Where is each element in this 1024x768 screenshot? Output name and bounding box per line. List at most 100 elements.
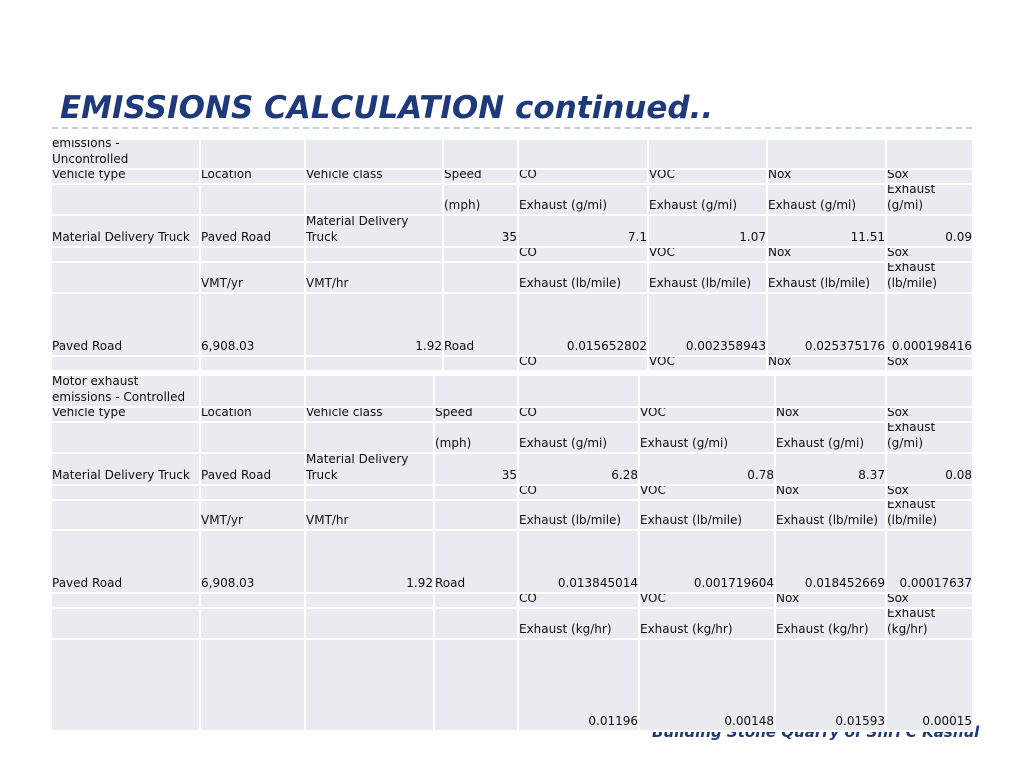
table-cell: Exhaust (kg/hr) <box>776 609 887 640</box>
table-cell: 0.000198416 <box>887 294 974 357</box>
table-cell: VOC <box>649 248 768 263</box>
table-cell: 1.07 <box>649 216 768 248</box>
cell-text: 0.01196 <box>588 714 638 728</box>
cell-text: VOC <box>649 357 675 368</box>
cell-text: Nox <box>768 248 792 259</box>
table-cell: 6,908.03 <box>201 294 306 357</box>
table-cell: Road <box>435 531 519 594</box>
cell-text: Nox <box>768 357 792 368</box>
cell-text: CO <box>519 170 537 181</box>
table-cell: Exhaust (g/mi) <box>887 423 974 454</box>
table-cell: VOC <box>649 170 768 185</box>
table-cell: 7.1 <box>519 216 649 248</box>
table-cell: (mph) <box>435 423 519 454</box>
cell-text: Sox <box>887 170 909 181</box>
table-cell: 1.92 <box>306 531 435 594</box>
table-cell: 0.00015 <box>887 640 974 732</box>
cell-text: 0.015652802 <box>566 339 647 353</box>
table-cell: Nox <box>776 594 887 609</box>
table-cell <box>201 486 306 501</box>
cell-text: 0.09 <box>945 230 972 244</box>
cell-text: 7.1 <box>627 230 647 244</box>
table-cell: 8.37 <box>776 454 887 486</box>
cell-text: Exhaust (g/mi) <box>519 198 608 212</box>
cell-text: Exhaust (kg/hr) <box>519 622 612 636</box>
cell-text: Vehicle type <box>52 170 126 181</box>
table-cell: VMT/hr <box>306 501 435 531</box>
table-cell <box>435 501 519 531</box>
cell-text: 0.001719604 <box>693 576 774 590</box>
cell-text: Location <box>201 408 252 419</box>
table-cell: 0.00017637 <box>887 531 974 594</box>
table-cell <box>519 376 640 408</box>
table-cell: CO <box>519 408 640 423</box>
cell-text: Exhaust (g/mi) <box>649 198 738 212</box>
cell-text: Paved Road <box>201 468 272 482</box>
cell-text: Vehicle class <box>306 170 383 181</box>
cell-text: 0.025375176 <box>804 339 885 353</box>
table-cell: Material Delivery Truck <box>306 216 444 248</box>
cell-text: Exhaust (g/mi) <box>776 436 865 450</box>
table-cell: 0.09 <box>887 216 974 248</box>
table-cell: Sox <box>887 594 974 609</box>
cell-text: VOC <box>640 594 666 605</box>
table-cell: (mph) <box>444 185 519 216</box>
table-cell: VOC <box>640 408 776 423</box>
table-cell: Nox <box>768 170 887 185</box>
table-cell: Exhaust (lb/mile) <box>640 501 776 531</box>
table-cell <box>201 594 306 609</box>
table-cell: CO <box>519 486 640 501</box>
table-cell: Sox <box>887 486 974 501</box>
table-cell: 35 <box>444 216 519 248</box>
table-cell <box>887 140 974 170</box>
table-cell: Exhaust (lb/mile) <box>768 263 887 294</box>
table-cell <box>201 185 306 216</box>
table-cell: Exhaust (kg/hr) <box>640 609 776 640</box>
cell-text: Nox <box>776 486 800 497</box>
table-cell <box>52 248 201 263</box>
cell-text: CO <box>519 357 537 368</box>
table-cell: 0.01593 <box>776 640 887 732</box>
table-cell: Speed <box>435 408 519 423</box>
cell-text: Material Delivery Truck <box>52 230 190 244</box>
table-cell: Location <box>201 408 306 423</box>
cell-text: (mph) <box>444 198 481 212</box>
cell-text: Sox <box>887 486 909 497</box>
table-cell: Exhaust (lb/mile) <box>519 263 649 294</box>
table-cell: CO <box>519 248 649 263</box>
table-cell: Exhaust (g/mi) <box>887 185 974 216</box>
cell-text: Motor exhaust emissions - Uncontrolled <box>52 140 129 166</box>
table-cell <box>649 140 768 170</box>
table-cell <box>444 357 519 372</box>
cell-text: Exhaust (lb/mile) <box>768 276 871 290</box>
table-cell <box>52 263 201 294</box>
table-cell: 6.28 <box>519 454 640 486</box>
cell-text: Paved Road <box>52 339 123 353</box>
table-cell <box>52 640 201 732</box>
table-cell: Vehicle class <box>306 170 444 185</box>
table-cell: VMT/yr <box>201 501 306 531</box>
cell-text: VMT/hr <box>306 276 349 290</box>
table-cell: 11.51 <box>768 216 887 248</box>
table-cell <box>444 248 519 263</box>
cell-text: VOC <box>649 170 675 181</box>
cell-text: CO <box>519 248 537 259</box>
table-cell: Sox <box>887 357 974 372</box>
table-cell: 0.013845014 <box>519 531 640 594</box>
table-cell: CO <box>519 170 649 185</box>
cell-text: 0.00015 <box>922 714 972 728</box>
cell-text: VOC <box>640 408 666 419</box>
table-cell: Exhaust (g/mi) <box>519 423 640 454</box>
cell-text: VOC <box>649 248 675 259</box>
table-cell: Exhaust (kg/hr) <box>519 609 640 640</box>
cell-text: Speed <box>444 170 482 181</box>
table-cell: 0.00148 <box>640 640 776 732</box>
table-cell: Paved Road <box>201 216 306 248</box>
cell-text: 0.78 <box>747 468 774 482</box>
table-cell: 0.001719604 <box>640 531 776 594</box>
cell-text: (mph) <box>435 436 472 450</box>
table-cell: 0.01196 <box>519 640 640 732</box>
table-cell: Vehicle class <box>306 408 435 423</box>
table-cell <box>887 376 974 408</box>
table-cell: Exhaust (lb/mile) <box>776 501 887 531</box>
